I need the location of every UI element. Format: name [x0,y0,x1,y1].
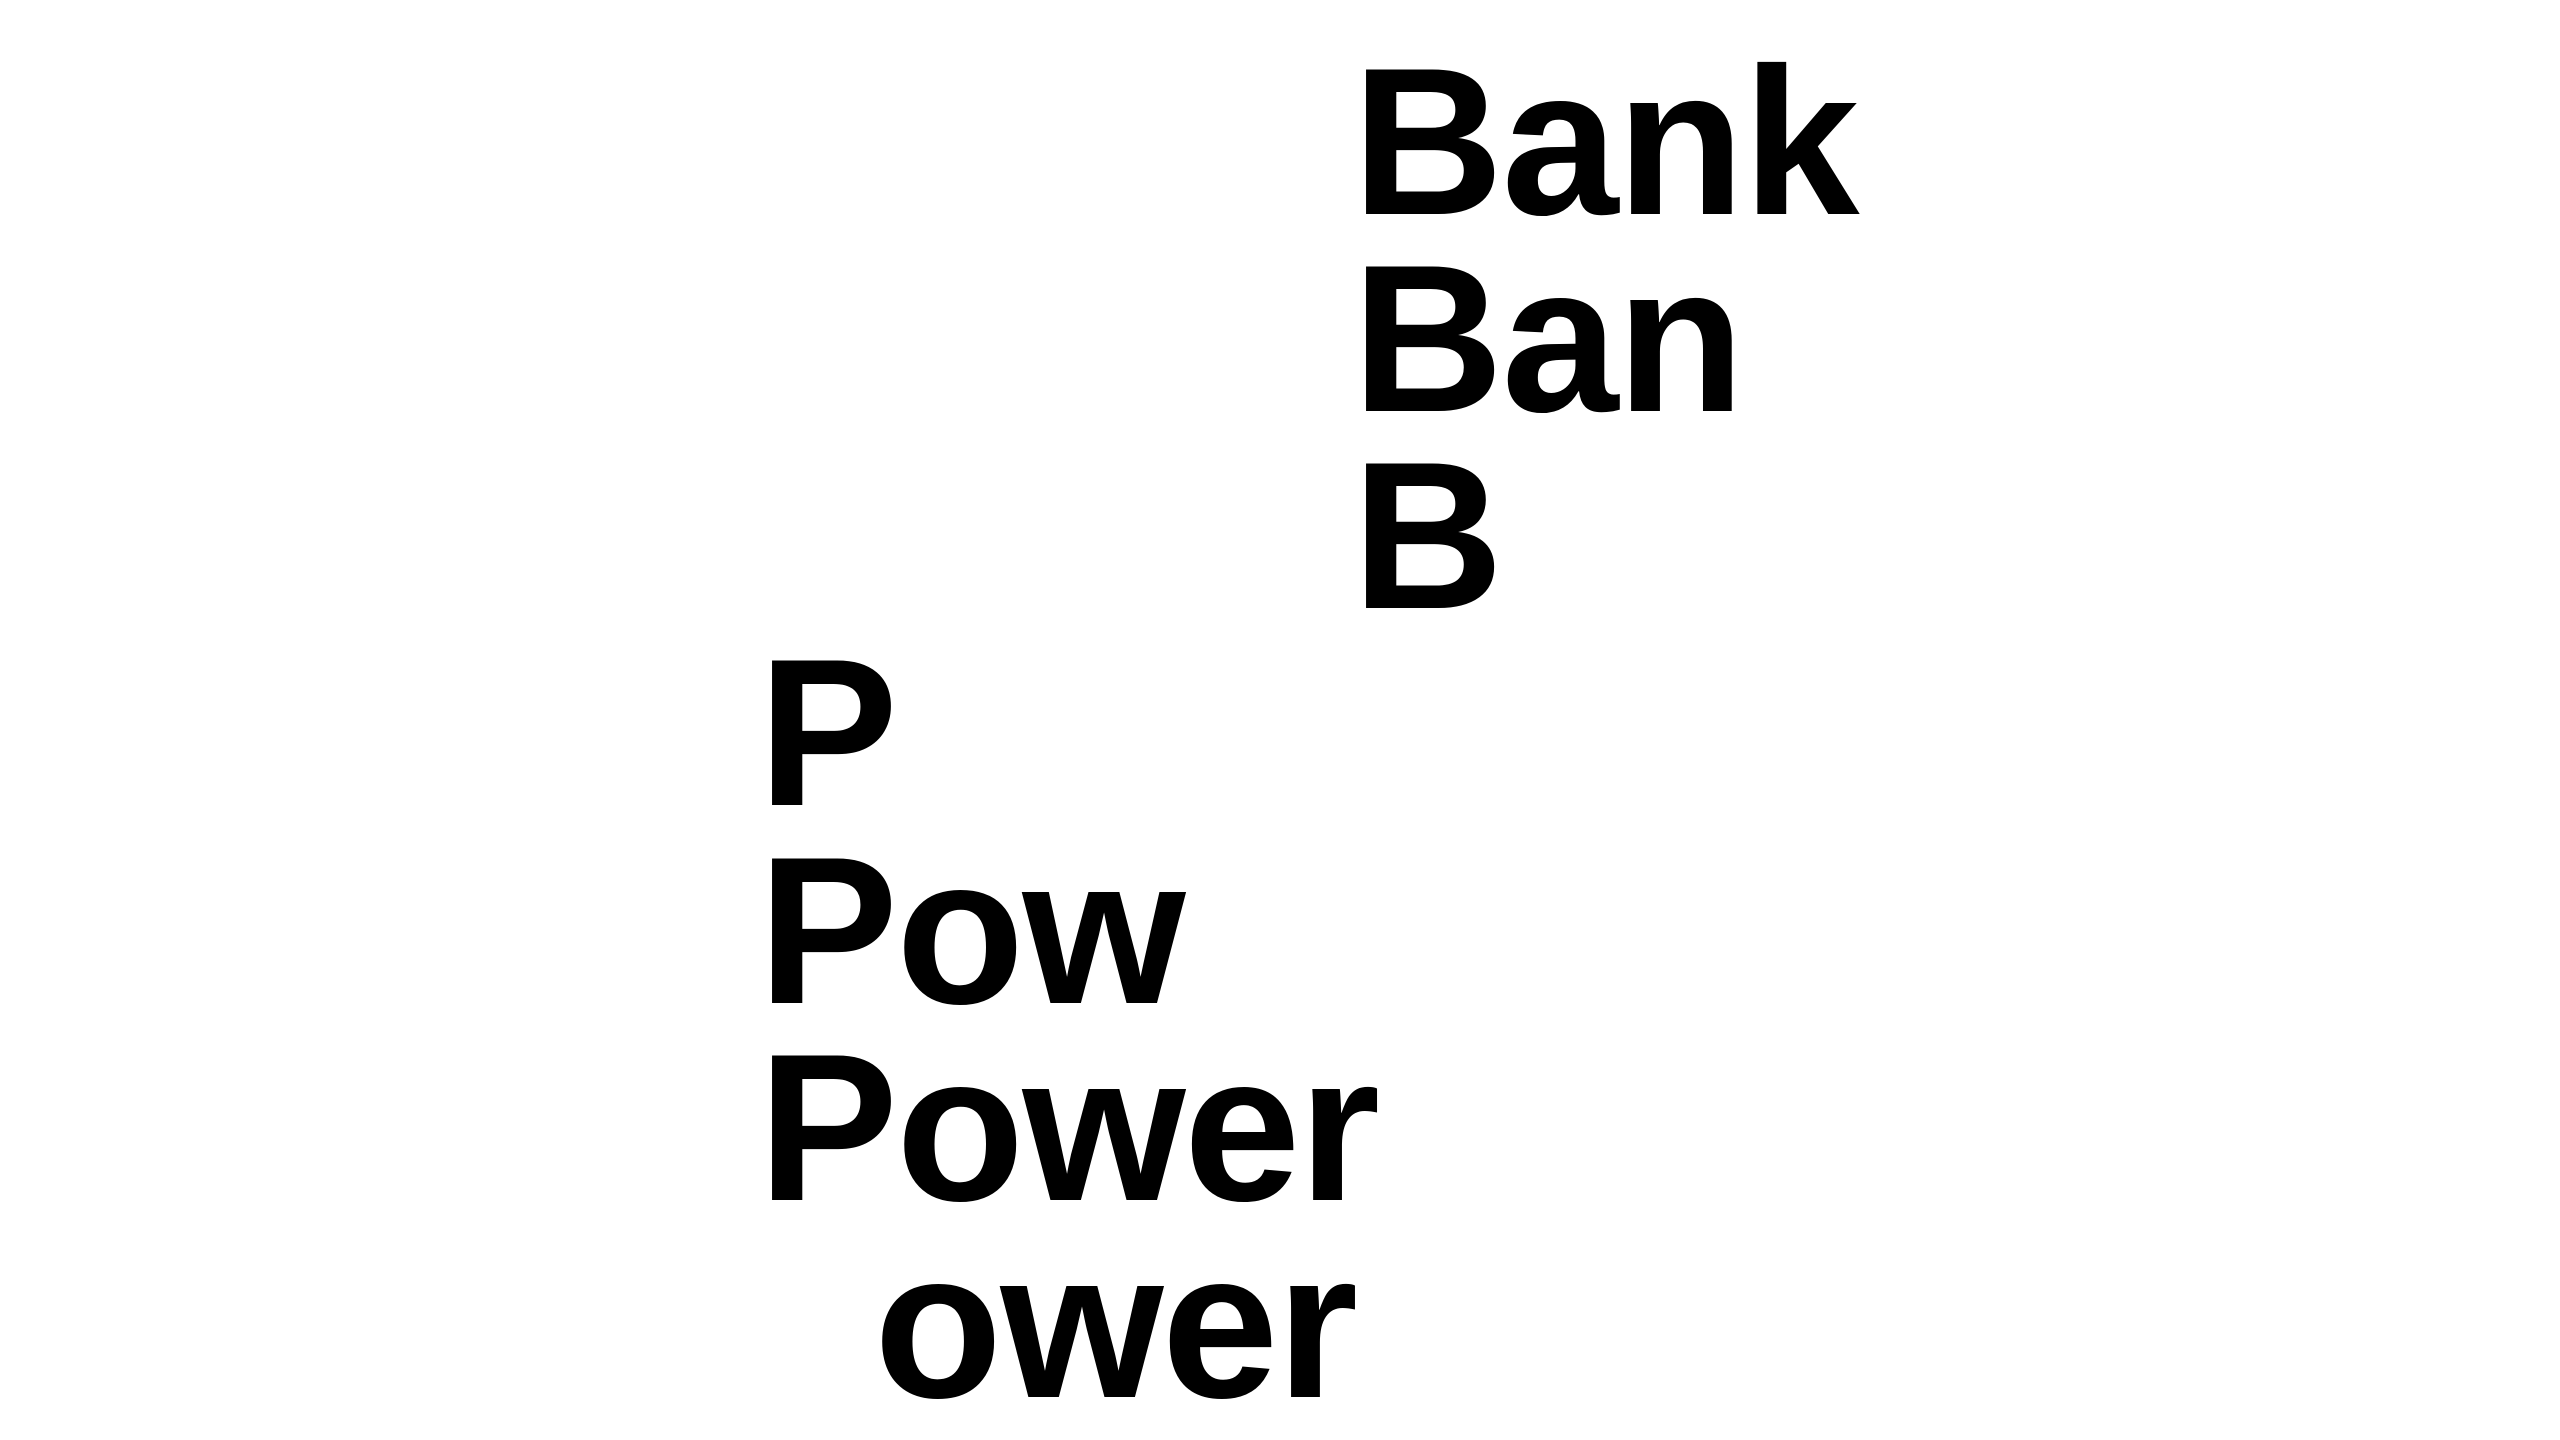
word-b: B [1352,418,1504,653]
word-ban: Ban [1352,221,1745,456]
word-pow: Pow [758,813,1186,1048]
word-ower: ower [874,1207,1358,1440]
word-power: Power [758,1010,1380,1245]
word-bank: Bank [1352,24,1860,259]
word-p: P [758,615,898,850]
